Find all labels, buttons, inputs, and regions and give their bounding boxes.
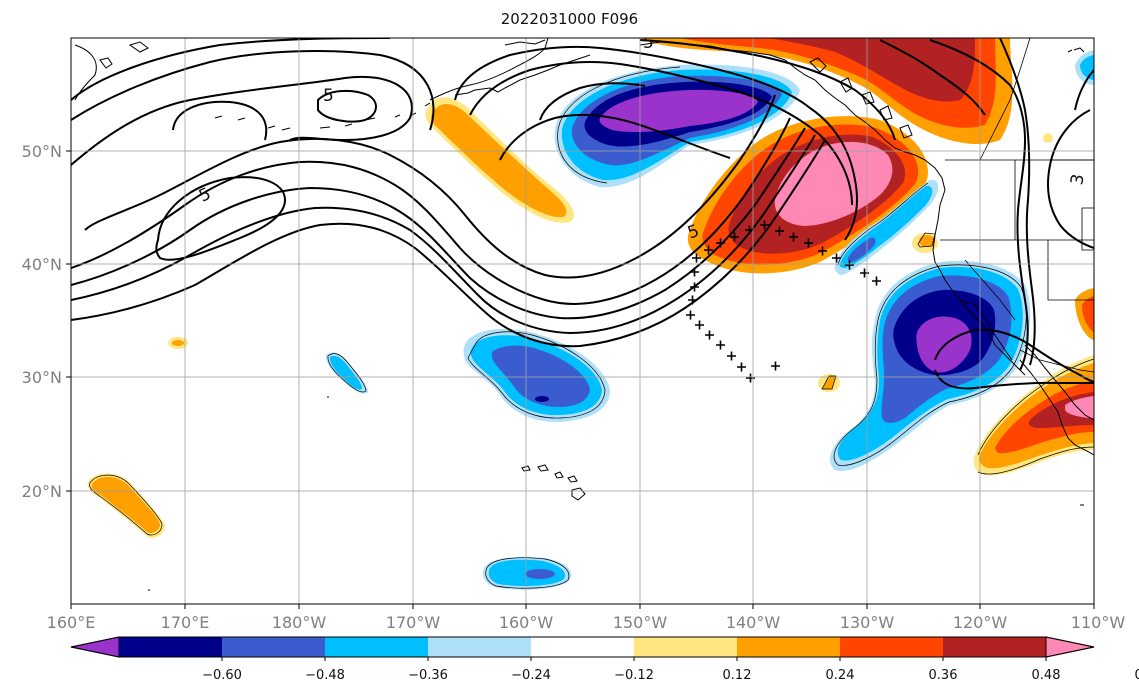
colorbar-swatch <box>119 637 222 657</box>
positive-anomaly-central-pacific-streak <box>425 97 574 223</box>
colorbar-tick-label: −0.48 <box>305 668 345 683</box>
lon-tick-label: 160°E <box>47 613 96 632</box>
lat-tick-label: 20°N <box>22 482 62 501</box>
colorbar-extend-high <box>1045 636 1095 658</box>
colorbar-tick-label: 0.36 <box>929 668 958 683</box>
lon-tick-label: 120°W <box>953 613 1008 632</box>
colorbar-tick-label: −0.60 <box>202 668 242 683</box>
lon-tick-label: 110°W <box>1071 613 1126 632</box>
colorbar-outline <box>70 636 1095 658</box>
storm-track-markers <box>686 220 881 383</box>
contour-label: 5 <box>323 86 334 106</box>
political-borders <box>940 38 1094 373</box>
lon-tick-label: 170°E <box>161 613 210 632</box>
colorbar-tick-label: 0.60 <box>1135 668 1139 683</box>
colorbar-tick-label: 0.12 <box>723 668 752 683</box>
colorbar-swatch <box>737 637 840 657</box>
lon-tick-label: 130°W <box>840 613 895 632</box>
negative-anomaly-small-offshore <box>834 179 939 275</box>
lat-tick-label: 30°N <box>22 368 62 387</box>
lon-tick-label: 180°W <box>272 613 327 632</box>
positive-anomaly-mexico <box>973 288 1094 476</box>
colorbar-swatch <box>428 637 531 657</box>
lon-tick-label: 150°W <box>613 613 668 632</box>
colorbar-swatch <box>222 637 325 657</box>
map-title: 2022031000 F096 <box>500 10 639 28</box>
lon-tick-label: 160°W <box>499 613 554 632</box>
contour-label: 5 <box>643 33 654 53</box>
negative-anomaly-small-south <box>482 556 572 590</box>
contour-label: 3 <box>1067 173 1089 187</box>
colorbar-swatch <box>840 637 943 657</box>
map-gridlines <box>71 38 1094 604</box>
longitude-labels: 160°E 170°E 180°W 170°W 160°W 150°W 140°… <box>47 613 1126 632</box>
colorbar-extend-low <box>70 636 120 658</box>
negative-anomaly-gulf-of-alaska <box>554 64 800 188</box>
colorbar-swatch <box>325 637 428 657</box>
lat-tick-label: 40°N <box>22 255 62 274</box>
lon-tick-label: 170°W <box>386 613 441 632</box>
lat-tick-label: 50°N <box>22 142 62 161</box>
colorbar: −0.60 −0.48 −0.36 −0.24 −0.12 0.12 0.24 0.36 0.4… <box>70 636 1139 683</box>
colorbar-tick-label: −0.12 <box>614 668 654 683</box>
map-frame <box>70 37 1095 605</box>
axis-ticks <box>66 150 1095 609</box>
colorbar-swatch <box>531 637 634 657</box>
colorbar-tick-label: −0.24 <box>511 668 551 683</box>
colorbar-tick-label: 0.24 <box>826 668 855 683</box>
colorbar-swatch <box>634 637 737 657</box>
negative-anomaly-small-west <box>325 352 368 394</box>
lon-tick-label: 140°W <box>726 613 781 632</box>
latitude-labels: 50°N 40°N 30°N 20°N <box>22 142 62 501</box>
colorbar-tick-label: 0.48 <box>1032 668 1061 683</box>
negative-anomaly-subtropical-pacific <box>463 328 610 423</box>
colorbar-swatch <box>943 637 1046 657</box>
positive-anomaly-small-spots <box>168 133 1053 392</box>
colorbar-tick-label: −0.36 <box>408 668 448 683</box>
